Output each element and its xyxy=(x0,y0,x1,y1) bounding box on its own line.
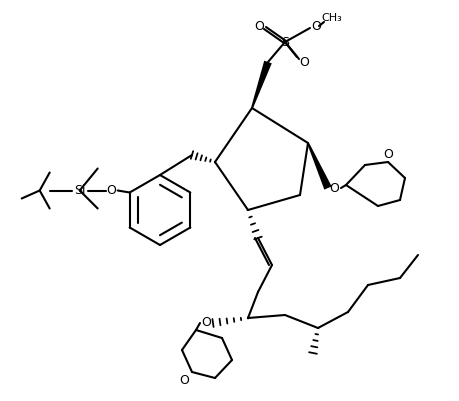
Text: Si: Si xyxy=(74,184,85,197)
Text: S: S xyxy=(281,36,289,49)
Text: CH₃: CH₃ xyxy=(322,13,342,23)
Text: O: O xyxy=(106,184,116,197)
Text: O: O xyxy=(179,373,189,387)
Polygon shape xyxy=(307,143,332,190)
Text: O: O xyxy=(254,20,264,34)
Text: O: O xyxy=(299,55,309,69)
Text: O: O xyxy=(311,20,321,32)
Polygon shape xyxy=(251,61,272,108)
Text: O: O xyxy=(201,316,211,330)
Text: O: O xyxy=(329,182,339,196)
Text: O: O xyxy=(383,148,393,160)
